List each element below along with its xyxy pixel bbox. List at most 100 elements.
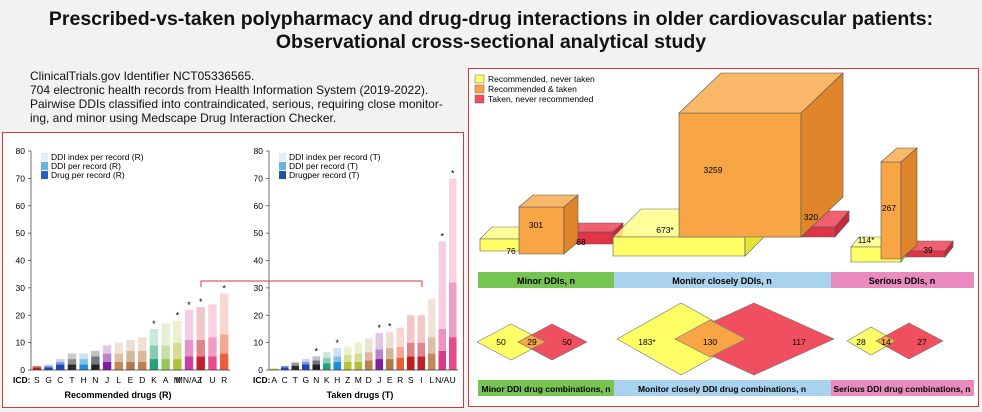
bar-segment-ddi-per-record-r--k [149,345,159,360]
bar-segment-ddi-index-per-record-t--n [312,356,321,361]
x-tick-label: T [69,375,74,385]
bar-segment-drugper-record-t--d [364,360,373,370]
legend-swatch-taken-never-recommended [474,94,485,104]
study-id: ClinicalTrials.gov Identifier NCT0533656… [30,69,255,83]
bar-segment-ddi-index-per-record-r--k [149,328,159,346]
legend-swatch [41,162,48,170]
recommended-x-label: Recommended drugs (R) [64,390,171,400]
bar-segment-drug-per-record-r--a [161,359,170,370]
y-tick-label: 0 [20,365,25,375]
bar-segment-ddi-per-record-r--u [208,337,217,357]
y-tick-label: 50 [254,228,264,238]
x-tick-label: L [429,375,434,385]
bar-segment-ddi-index-per-record-r--a [161,323,170,346]
bar-segment-drugper-record-t--c [280,367,289,370]
study-method-2: ing, and minor using Medscape Drug Inter… [30,111,337,125]
x-tick-label: A [271,375,277,385]
bar-segment-ddi-index-per-record-r--c [56,359,65,362]
bar-segment-ddi-index-per-record-r--u [208,304,217,338]
bar-segment-ddi-per-record-r--e [126,350,135,362]
legend-swatch [279,162,286,170]
combination-values: 50 29 50 183* 130 117 28 14 27 [496,337,927,347]
bar-segment-drug-per-record-r--k [149,359,159,370]
bar-segment-drugper-record-t--a [270,368,279,370]
bar-segment-ddi-per-record-t--l [427,337,436,354]
bar-segment-drug-per-record-r--i [196,356,205,370]
bar-segment-ddi-per-record-t--g [301,361,310,365]
bar-segment-ddi-per-record-r--n [91,356,100,365]
title-line-2: Observational cross-sectional analytical… [275,31,707,53]
bar-segment-drug-per-record-r--d [137,361,147,370]
bar-segment-ddi-per-record-r--d [137,350,147,362]
study-info: ClinicalTrials.gov Identifier NCT0533656… [30,69,455,125]
bar-segment-drug-per-record-r--r [219,353,229,370]
x-tick-label: A [163,375,169,385]
bar-segment-ddi-index-per-record-r--d [137,337,147,351]
bar-segment-ddi-index-per-record-t--z [343,346,352,355]
volume-values: 76 301 68 673* 3259 320 114* 267 39 [506,165,933,256]
bar-segment-ddi-index-per-record-t--h [333,348,342,357]
bar-segment-drugper-record-t--h [333,361,342,370]
bar-segment-ddi-per-record-t--u [448,282,457,338]
bar-segment-ddi-index-per-record-t--s [406,315,415,343]
legend-label-taken-never-recommended: Taken, never recommended [488,94,594,104]
bar-segment-drug-per-record-r--m [173,359,182,370]
serious-never-taken-value: 114* [858,235,876,245]
x-tick-label: C [282,375,288,385]
bar-segment-ddi-per-record-r--s [32,365,42,368]
bar-segment-ddi-index-per-record-t--m [354,342,363,354]
bar-segment-ddi-per-record-r--a [161,345,170,360]
minor-combinations-diamonds [476,323,588,361]
legend-swatch-never-taken [474,74,485,84]
bar-segment-drug-per-record-r--t [67,364,77,370]
serious-ddi-3d [850,147,954,263]
legend-label: DDI index per record (R) [51,152,144,162]
bar-segment-ddi-per-record-t--j [375,349,384,360]
taken-x-label: Taken drugs (T) [327,390,394,400]
monitor-ddi-band [614,272,831,288]
bar-segment-ddi-per-record-t--c [280,365,289,368]
x-tick-label: D [366,375,372,385]
minor-comb-band [478,380,614,396]
x-tick-label: R [221,375,227,385]
bar-segment-ddi-index-per-record-t--g [301,359,310,362]
significance-marker: * [187,300,191,310]
significance-marker: * [335,338,339,348]
serious-comb-rec-taken-value: 14 [881,337,891,347]
serious-comb-taken-never-rec-value: 27 [917,337,927,347]
bar-segment-ddi-per-record-r--j [102,353,112,362]
minor-rec-taken-value: 301 [529,220,543,230]
bar-segment-drug-per-record-r--g [44,367,53,370]
ddi-volume-svg: Recommended, never taken Recommended & t… [474,72,974,396]
bar-segment-ddi-index-per-record-r--j [102,345,112,354]
page-title: Prescribed-vs-taken polypharmacy and dru… [0,8,982,54]
x-tick-label: Z [345,375,350,385]
legend-label: DDI per record (R) [51,161,121,171]
bar-segment-drugper-record-t--e [385,359,394,370]
minor-comb-label: Minor DDI drug combinations, n [482,384,611,394]
bar-segment-ddi-per-record-t--n [312,360,321,365]
y-tick-label: 70 [254,173,264,183]
serious-ddi-band [831,272,974,288]
bar-segment-ddi-index-per-record-r--h [79,353,88,360]
bar-segment-drugper-record-t--n [312,364,321,370]
bar-segment-ddi-index-per-record-t--k [322,352,331,358]
minor-ddi-band [478,272,614,288]
significance-marker: * [199,297,203,307]
bar-segment-ddi-index-per-record-t--e [385,331,394,349]
bar-segment-ddi-index-per-record-r--n [91,350,100,357]
serious-ddi-label: Serious DDIs, n [869,276,936,286]
bar-segment-drug-per-record-r--l [114,361,124,370]
bar-segment-ddi-per-record-r--m [173,342,182,360]
legend-label-never-taken: Recommended, never taken [488,74,595,84]
bar-segment-ddi-per-record-r--l [114,353,124,362]
x-tick-label: H [334,375,340,385]
x-tick-label: J [377,375,381,385]
bar-segment-ddi-index-per-record-r--l [114,342,124,354]
bar-segment-ddi-per-record-t--z [343,354,352,362]
bar-segment-drugper-record-t--t [291,365,300,370]
legend-swatch [41,153,48,161]
y-tick-label: 0 [258,365,263,375]
x-tick-label: J [105,375,109,385]
title-line-1: Prescribed-vs-taken polypharmacy and dru… [48,8,934,30]
